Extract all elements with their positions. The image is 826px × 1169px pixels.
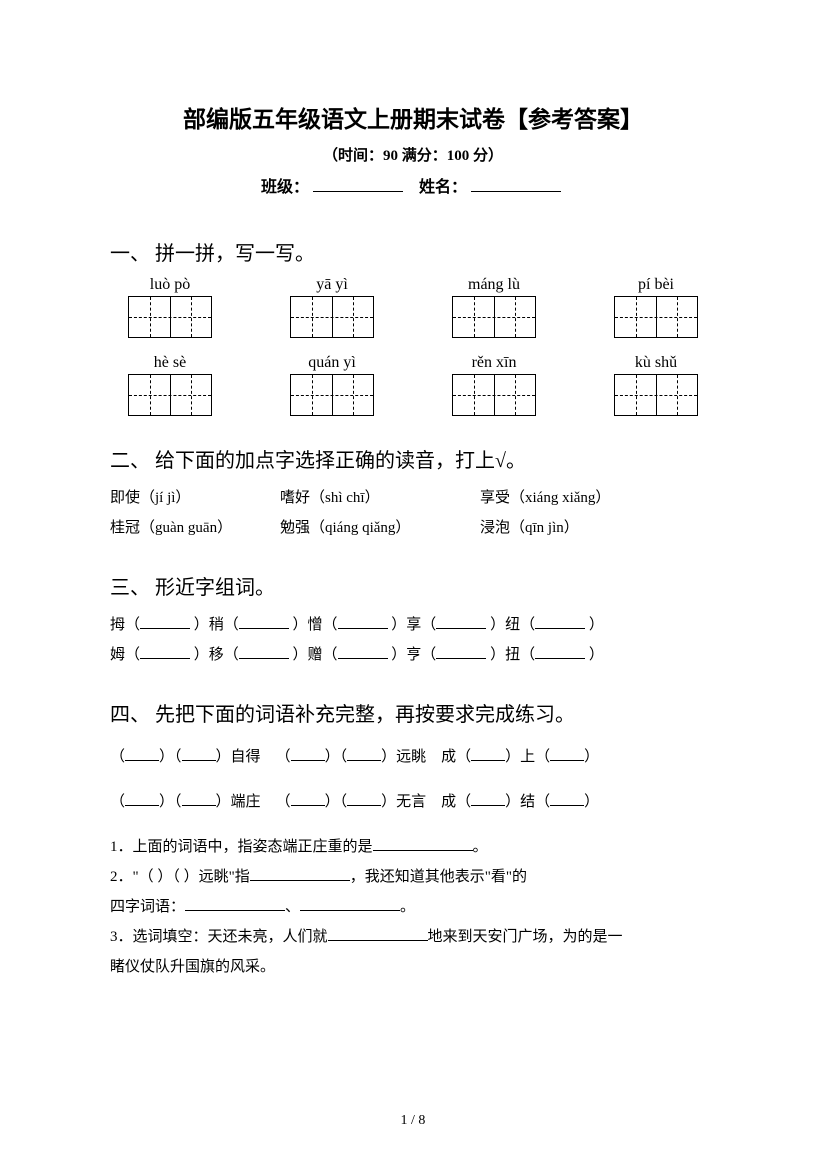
q2-item: 桂冠（guàn guān） <box>110 513 280 543</box>
q4-sub1: 1．上面的词语中，指姿态端正庄重的是。 <box>110 832 716 862</box>
section-4-heading: 四、 先把下面的词语补充完整，再按要求完成练习。 <box>110 698 716 727</box>
fill-blank[interactable] <box>125 745 159 761</box>
q4-idiom-row-2: （）（）端庄 （）（）无言 成（）结（） <box>110 787 716 817</box>
exam-page: 部编版五年级语文上册期末试卷【参考答案】 （时间：90 满分：100 分） 班级… <box>0 0 826 1169</box>
q2-item: 浸泡（qīn jìn） <box>480 513 716 543</box>
q4-sub3-line1: 3．选词填空：天还未亮，人们就地来到天安门广场，为的是一 <box>110 922 716 952</box>
q2-row-2: 桂冠（guàn guān） 勉强（qiáng qiǎng） 浸泡（qīn jìn… <box>110 513 716 543</box>
fill-blank[interactable] <box>436 613 486 629</box>
section-3-heading: 三、 形近字组词。 <box>110 571 716 600</box>
fill-blank[interactable] <box>373 835 473 851</box>
char-box[interactable] <box>290 296 374 338</box>
pinyin: quán yì <box>272 354 392 372</box>
fill-blank[interactable] <box>471 790 505 806</box>
fill-blank[interactable] <box>291 790 325 806</box>
char-box[interactable] <box>128 296 212 338</box>
char-box[interactable] <box>452 374 536 416</box>
fill-blank[interactable] <box>182 745 216 761</box>
q3-row-2: 姆（ ）移（ ）赠（ ）亨（ ）扭（ ） <box>110 640 716 670</box>
q2-item: 即使（jí jì） <box>110 483 280 513</box>
q2-item: 嗜好（shì chī） <box>280 483 480 513</box>
fill-blank[interactable] <box>347 745 381 761</box>
fill-blank[interactable] <box>338 613 388 629</box>
pinyin: pí bèi <box>596 276 716 294</box>
fill-blank[interactable] <box>291 745 325 761</box>
q4-sub2-line1: 2．"（ ）（ ）远眺"指，我还知道其他表示"看"的 <box>110 862 716 892</box>
q4-sub2-line2: 四字词语：、。 <box>110 892 716 922</box>
q2-item: 勉强（qiáng qiǎng） <box>280 513 480 543</box>
pinyin: luò pò <box>110 276 230 294</box>
fill-blank[interactable] <box>125 790 159 806</box>
page-number: 1 / 8 <box>0 1113 826 1129</box>
pinyin: rěn xīn <box>434 354 554 372</box>
pinyin: máng lù <box>434 276 554 294</box>
fill-blank[interactable] <box>535 613 585 629</box>
q2-row-1: 即使（jí jì） 嗜好（shì chī） 享受（xiáng xiǎng） <box>110 483 716 513</box>
fill-blank[interactable] <box>140 643 190 659</box>
fill-blank[interactable] <box>550 745 584 761</box>
q4-sub3-line2: 睹仪仗队升国旗的风采。 <box>110 952 716 982</box>
char-box[interactable] <box>614 374 698 416</box>
char-box-row-1 <box>110 296 716 338</box>
student-info: 班级： 姓名： <box>110 173 716 197</box>
fill-blank[interactable] <box>140 613 190 629</box>
pinyin-row-1: luò pò yā yì máng lù pí bèi <box>110 276 716 294</box>
char-box[interactable] <box>452 296 536 338</box>
fill-blank[interactable] <box>250 865 350 881</box>
pinyin: hè sè <box>110 354 230 372</box>
fill-blank[interactable] <box>328 925 428 941</box>
q3-row-1: 拇（ ）稍（ ）憎（ ）享（ ）纽（ ） <box>110 610 716 640</box>
fill-blank[interactable] <box>185 895 285 911</box>
class-blank[interactable] <box>313 175 403 192</box>
fill-blank[interactable] <box>239 613 289 629</box>
q4-idiom-row-1: （）（）自得 （）（）远眺 成（）上（） <box>110 742 716 772</box>
fill-blank[interactable] <box>300 895 400 911</box>
fill-blank[interactable] <box>347 790 381 806</box>
char-box[interactable] <box>128 374 212 416</box>
char-box[interactable] <box>290 374 374 416</box>
q2-item: 享受（xiáng xiǎng） <box>480 483 716 513</box>
pinyin: kù shǔ <box>596 354 716 372</box>
fill-blank[interactable] <box>550 790 584 806</box>
fill-blank[interactable] <box>338 643 388 659</box>
pinyin-row-2: hè sè quán yì rěn xīn kù shǔ <box>110 354 716 372</box>
page-title: 部编版五年级语文上册期末试卷【参考答案】 <box>110 100 716 134</box>
pinyin: yā yì <box>272 276 392 294</box>
fill-blank[interactable] <box>182 790 216 806</box>
page-subtitle: （时间：90 满分：100 分） <box>110 144 716 165</box>
class-label: 班级： <box>261 179 309 196</box>
name-blank[interactable] <box>471 175 561 192</box>
section-2-heading: 二、 给下面的加点字选择正确的读音，打上√。 <box>110 444 716 473</box>
fill-blank[interactable] <box>436 643 486 659</box>
fill-blank[interactable] <box>471 745 505 761</box>
name-label: 姓名： <box>419 179 467 196</box>
char-box[interactable] <box>614 296 698 338</box>
char-box-row-2 <box>110 374 716 416</box>
fill-blank[interactable] <box>535 643 585 659</box>
section-1-heading: 一、 拼一拼，写一写。 <box>110 237 716 266</box>
fill-blank[interactable] <box>239 643 289 659</box>
